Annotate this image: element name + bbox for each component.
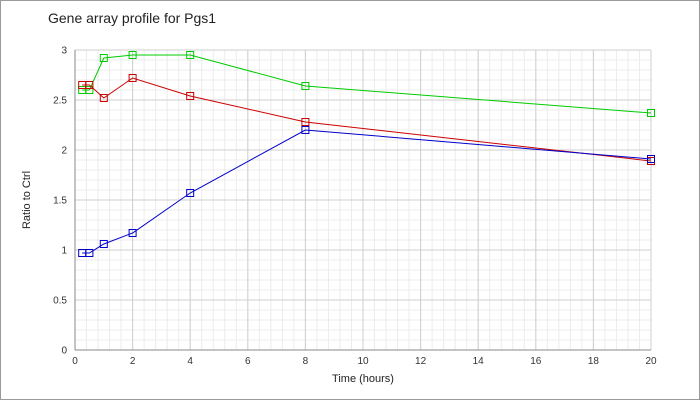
y-axis-label: Ratio to Ctrl: [21, 170, 33, 230]
x-tick-label: 16: [530, 356, 542, 367]
y-tick-label: 1: [61, 246, 67, 257]
axes: [74, 50, 651, 351]
x-tick-label: 2: [130, 356, 136, 367]
chart-title: Gene array profile for Pgs1: [48, 10, 217, 26]
series-3-point: [128, 229, 137, 237]
y-tick-label: 0: [61, 346, 67, 357]
y-tick-label: 2.5: [53, 96, 67, 107]
series-2-point: [301, 118, 310, 126]
x-tick-label: 4: [187, 356, 193, 367]
x-tick-label: 8: [303, 356, 309, 367]
series-3-point: [186, 189, 195, 197]
x-tick-label: 12: [415, 356, 427, 367]
series-1-point: [99, 54, 108, 62]
series-1-point: [647, 109, 655, 117]
series-group: [78, 51, 655, 257]
x-tick-label: 14: [473, 356, 485, 367]
series-2-point: [186, 92, 195, 100]
series-2-point: [128, 74, 137, 82]
y-tick-label: 2: [61, 146, 67, 157]
y-tick-label: 0.5: [53, 296, 67, 307]
y-tick-label: 3: [61, 46, 67, 57]
series-3-point: [301, 126, 310, 134]
series-line-2: [82, 77, 652, 162]
x-tick-label: 0: [72, 356, 78, 367]
series-1-point: [186, 51, 195, 59]
series-3-point: [99, 240, 108, 248]
series-3-point: [85, 249, 94, 257]
series-1-point: [128, 51, 137, 59]
series-line-1: [82, 54, 652, 114]
y-tick-labels: 0 0.5 1 1.5 2 2.5 3: [53, 46, 67, 357]
x-tick-label: 10: [357, 356, 369, 367]
series-2-point: [85, 81, 94, 89]
x-axis-label: Time (hours): [332, 373, 394, 385]
y-tick-label: 1.5: [53, 196, 67, 207]
series-line-3: [82, 129, 652, 254]
x-tick-labels: 0 2 4 6 8 10 12 14 16 18 20: [72, 356, 657, 367]
series-3-point: [647, 155, 655, 163]
series-2-point: [99, 94, 108, 102]
series-1-point: [301, 82, 310, 90]
x-tick-label: 20: [645, 356, 657, 367]
series-1-point: [85, 86, 94, 94]
x-tick-label: 18: [588, 356, 600, 367]
x-tick-label: 6: [245, 356, 251, 367]
